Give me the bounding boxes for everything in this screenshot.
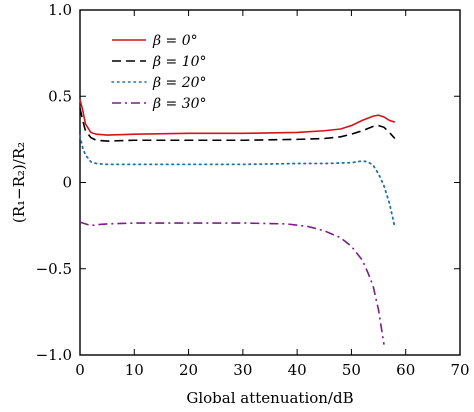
x-tick-label: 60: [396, 361, 415, 379]
y-tick-label: −1.0: [36, 346, 72, 364]
y-axis-label: (R₁−R₂)/R₂: [10, 142, 28, 223]
y-tick-label: 1.0: [48, 1, 72, 19]
x-axis-label: Global attenuation/dB: [186, 389, 353, 407]
x-tick-label: 20: [179, 361, 198, 379]
x-tick-label: 50: [342, 361, 361, 379]
legend-label-2: β = 10°: [152, 54, 207, 70]
series-lines: [79, 99, 396, 345]
x-tick-label: 10: [125, 361, 144, 379]
y-tick-label: 0.5: [48, 87, 72, 105]
legend-label-1: β = 0°: [152, 33, 198, 49]
legend: β = 0° β = 10° β = 20° β = 30°: [111, 33, 207, 112]
series-line-4: [79, 221, 385, 345]
series-line-2: [79, 108, 396, 142]
series-line-3: [79, 135, 396, 229]
axis-ticks: 0 10 20 30 40 50 60 70 −1.0 −0.5 0 0.5 1.0: [36, 1, 470, 379]
x-tick-label: 0: [75, 361, 85, 379]
legend-label-3: β = 20°: [152, 75, 207, 91]
y-tick-label: −0.5: [36, 260, 72, 278]
y-tick-label: 0: [62, 174, 72, 192]
x-tick-label: 40: [288, 361, 307, 379]
x-tick-label: 30: [233, 361, 252, 379]
series-line-1: [79, 99, 396, 136]
x-tick-label: 70: [450, 361, 469, 379]
legend-label-4: β = 30°: [152, 96, 207, 112]
plot-area: [79, 9, 461, 356]
